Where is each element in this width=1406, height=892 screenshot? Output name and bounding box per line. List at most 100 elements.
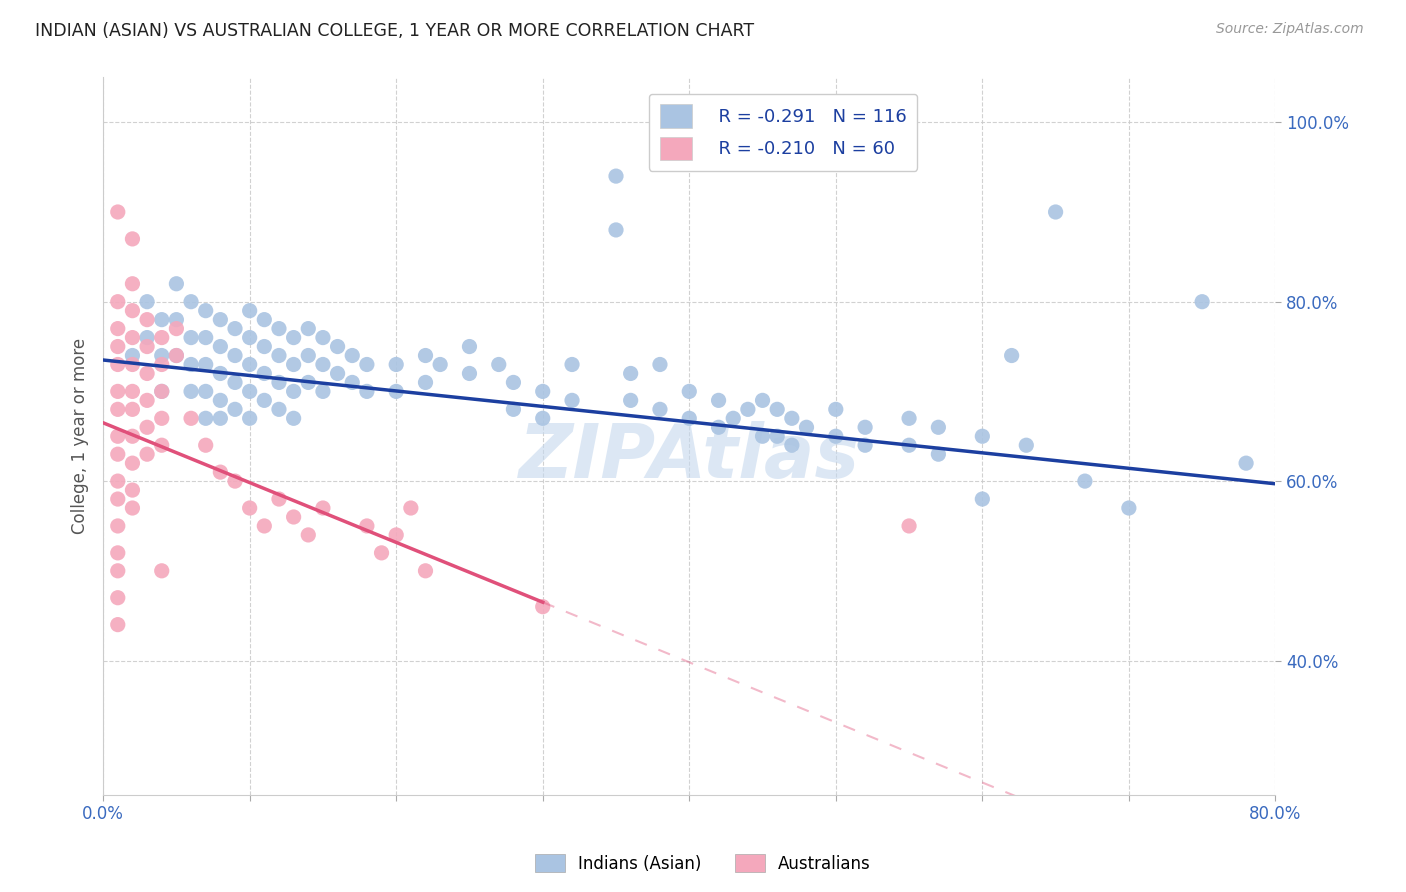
Point [283, 510, 305, 524]
Point [853, 438, 876, 452]
Point [531, 599, 554, 614]
Point [180, 358, 202, 372]
Point [121, 501, 143, 516]
Point [194, 438, 217, 452]
Point [107, 491, 129, 506]
Point [121, 232, 143, 246]
Point [620, 367, 643, 381]
Point [239, 303, 262, 318]
Point [356, 384, 378, 399]
Point [283, 358, 305, 372]
Point [488, 358, 510, 372]
Point [267, 491, 290, 506]
Point [312, 330, 335, 344]
Point [620, 393, 643, 408]
Point [136, 393, 159, 408]
Point [253, 312, 276, 326]
Point [796, 420, 818, 434]
Point [399, 501, 422, 516]
Point [121, 330, 143, 344]
Point [224, 349, 246, 363]
Point [283, 330, 305, 344]
Point [194, 384, 217, 399]
Point [209, 411, 232, 425]
Point [165, 277, 187, 291]
Point [1015, 438, 1038, 452]
Legend:   R = -0.291   N = 116,   R = -0.210   N = 60: R = -0.291 N = 116, R = -0.210 N = 60 [648, 94, 917, 170]
Point [150, 330, 173, 344]
Point [150, 564, 173, 578]
Point [780, 411, 803, 425]
Point [165, 321, 187, 335]
Point [972, 429, 994, 443]
Point [107, 474, 129, 488]
Point [180, 294, 202, 309]
Point [107, 591, 129, 605]
Point [737, 402, 759, 417]
Point [297, 321, 319, 335]
Point [150, 349, 173, 363]
Point [780, 438, 803, 452]
Point [1234, 456, 1257, 470]
Point [605, 169, 627, 183]
Point [824, 429, 846, 443]
Point [253, 393, 276, 408]
Point [107, 429, 129, 443]
Point [209, 393, 232, 408]
Point [224, 474, 246, 488]
Point [239, 384, 262, 399]
Point [415, 564, 437, 578]
Point [136, 330, 159, 344]
Point [898, 438, 921, 452]
Point [194, 303, 217, 318]
Point [1074, 474, 1097, 488]
Point [312, 384, 335, 399]
Point [648, 358, 671, 372]
Point [121, 483, 143, 497]
Point [326, 367, 349, 381]
Point [150, 384, 173, 399]
Point [121, 384, 143, 399]
Point [180, 330, 202, 344]
Point [224, 376, 246, 390]
Point [751, 429, 773, 443]
Point [150, 411, 173, 425]
Point [605, 223, 627, 237]
Point [531, 384, 554, 399]
Point [312, 358, 335, 372]
Point [267, 349, 290, 363]
Point [107, 294, 129, 309]
Point [107, 340, 129, 354]
Point [751, 393, 773, 408]
Text: INDIAN (ASIAN) VS AUSTRALIAN COLLEGE, 1 YEAR OR MORE CORRELATION CHART: INDIAN (ASIAN) VS AUSTRALIAN COLLEGE, 1 … [35, 22, 754, 40]
Point [136, 312, 159, 326]
Point [107, 321, 129, 335]
Text: Source: ZipAtlas.com: Source: ZipAtlas.com [1216, 22, 1364, 37]
Point [824, 402, 846, 417]
Point [283, 384, 305, 399]
Point [107, 205, 129, 219]
Point [972, 491, 994, 506]
Point [239, 358, 262, 372]
Point [136, 420, 159, 434]
Point [385, 358, 408, 372]
Point [927, 447, 949, 461]
Point [415, 376, 437, 390]
Point [297, 376, 319, 390]
Point [165, 349, 187, 363]
Point [385, 528, 408, 542]
Point [766, 429, 789, 443]
Point [107, 617, 129, 632]
Point [107, 519, 129, 533]
Point [267, 376, 290, 390]
Point [721, 411, 744, 425]
Point [194, 330, 217, 344]
Point [121, 456, 143, 470]
Point [1118, 501, 1140, 516]
Point [180, 411, 202, 425]
Point [239, 330, 262, 344]
Point [209, 465, 232, 479]
Point [239, 411, 262, 425]
Point [253, 367, 276, 381]
Point [561, 358, 583, 372]
